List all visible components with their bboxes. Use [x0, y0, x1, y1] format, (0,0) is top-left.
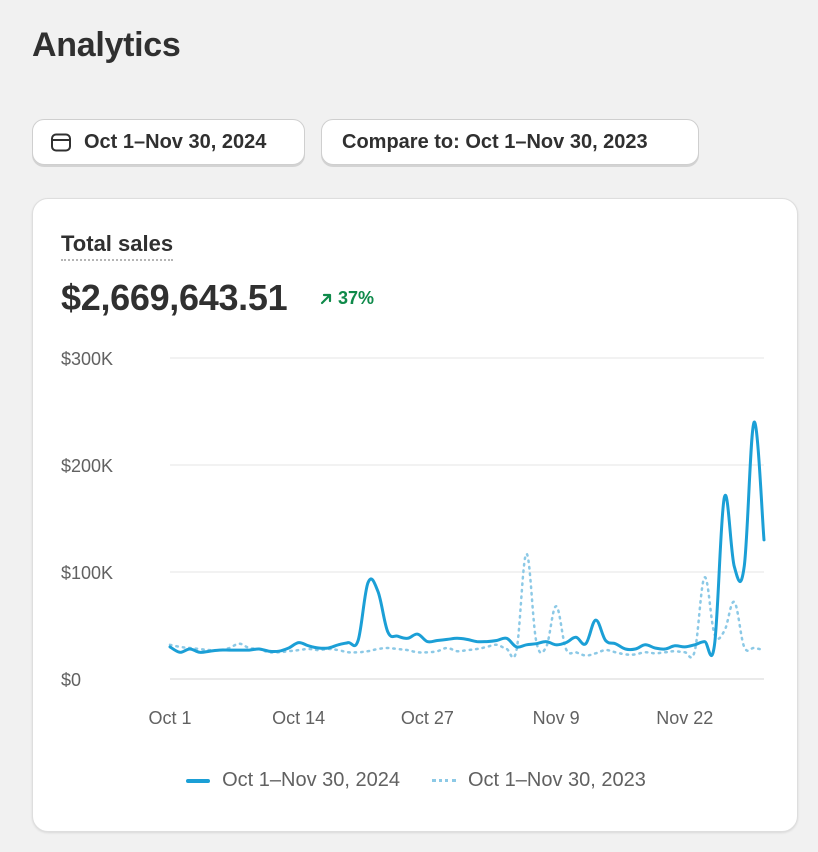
compare-button[interactable]: Compare to: Oct 1–Nov 30, 2023	[321, 119, 699, 165]
legend-swatch-dotted	[432, 779, 456, 782]
x-tick-label: Oct 1	[148, 708, 191, 728]
legend-label-previous: Oct 1–Nov 30, 2023	[468, 769, 646, 791]
total-sales-card: Total sales $2,669,643.51 37% $0 $100K $20…	[32, 198, 798, 832]
x-tick-label: Oct 27	[401, 708, 454, 728]
metric-change-badge: 37%	[319, 288, 374, 309]
legend-item-previous[interactable]: Oct 1–Nov 30, 2023	[432, 769, 646, 792]
date-range-label: Oct 1–Nov 30, 2024	[84, 130, 267, 153]
sales-line-chart: $0 $100K $200K $300K Oct 1 Oct 14 Oct 27 Nov 9 N…	[61, 349, 766, 728]
metric-change-value: 37%	[338, 288, 375, 308]
y-tick-label: $200K	[61, 456, 113, 476]
series-line-previous	[168, 552, 766, 659]
legend-label-current: Oct 1–Nov 30, 2024	[222, 769, 400, 791]
x-tick-label: Nov 9	[533, 708, 580, 728]
compare-label: Compare to: Oct 1–Nov 30, 2023	[342, 130, 648, 153]
series-line-current	[168, 420, 766, 657]
x-tick-label: Oct 14	[272, 708, 325, 728]
arrow-up-right-icon	[320, 293, 332, 304]
page-title: Analytics	[32, 26, 181, 64]
chart-legend: Oct 1–Nov 30, 2024 Oct 1–Nov 30, 2023	[33, 769, 799, 792]
y-tick-label: $100K	[61, 563, 113, 583]
legend-item-current[interactable]: Oct 1–Nov 30, 2024	[186, 769, 400, 792]
metric-value: $2,669,643.51	[61, 277, 288, 318]
calendar-icon	[51, 133, 71, 152]
y-tick-label: $300K	[61, 349, 113, 369]
legend-swatch-solid	[186, 778, 211, 783]
date-range-button[interactable]: Oct 1–Nov 30, 2024	[32, 119, 305, 165]
y-tick-label: $0	[61, 670, 81, 690]
metric-label[interactable]: Total sales	[61, 231, 174, 261]
x-tick-label: Nov 22	[656, 708, 713, 728]
